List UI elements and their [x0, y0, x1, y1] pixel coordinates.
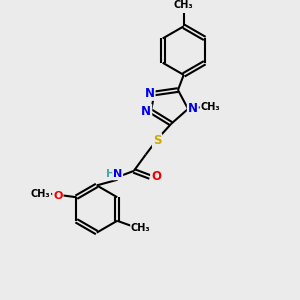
- Text: N: N: [141, 105, 151, 118]
- Text: N: N: [113, 169, 122, 179]
- Text: CH₃: CH₃: [31, 189, 50, 199]
- Text: CH₃: CH₃: [131, 223, 151, 232]
- Text: O: O: [151, 170, 161, 184]
- Text: O: O: [53, 190, 62, 200]
- Text: CH₃: CH₃: [200, 102, 220, 112]
- Text: CH₃: CH₃: [174, 0, 194, 11]
- Text: S: S: [153, 134, 161, 147]
- Text: N: N: [145, 87, 155, 100]
- Text: N: N: [188, 102, 198, 116]
- Text: H: H: [106, 169, 115, 179]
